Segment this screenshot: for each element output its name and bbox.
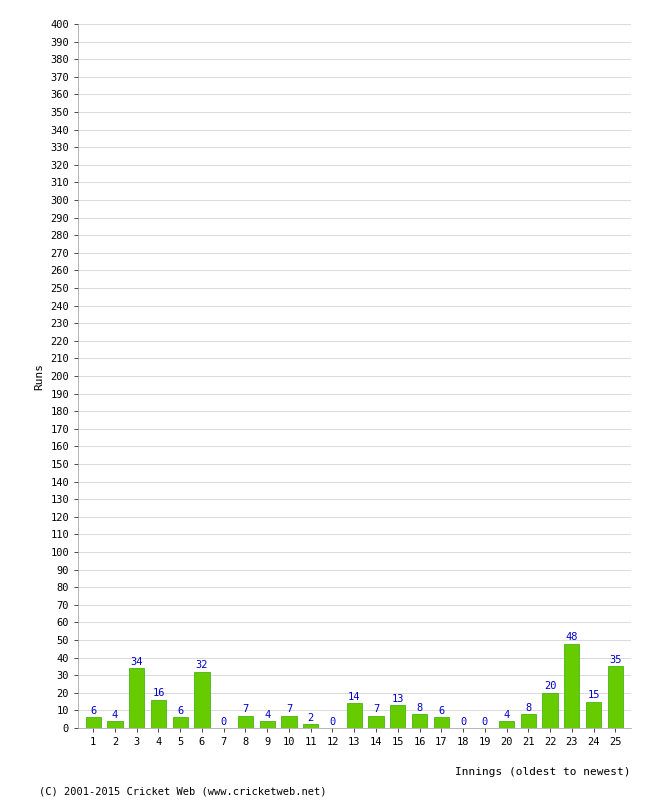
Bar [564,643,579,728]
Bar [107,721,123,728]
Bar [499,721,514,728]
Bar [129,668,144,728]
Bar [173,718,188,728]
Bar [542,693,558,728]
Text: 20: 20 [544,682,556,691]
Text: (C) 2001-2015 Cricket Web (www.cricketweb.net): (C) 2001-2015 Cricket Web (www.cricketwe… [39,786,326,796]
Text: 8: 8 [417,702,423,713]
Text: 6: 6 [438,706,445,716]
Text: 0: 0 [460,717,466,726]
Text: 16: 16 [152,689,164,698]
Text: 0: 0 [220,717,227,726]
Bar [521,714,536,728]
Text: 4: 4 [264,710,270,719]
Bar [238,716,253,728]
Bar [86,718,101,728]
Text: 35: 35 [609,655,621,665]
Text: 48: 48 [566,632,578,642]
Bar [434,718,449,728]
Y-axis label: Runs: Runs [34,362,45,390]
Text: 6: 6 [90,706,96,716]
Text: 32: 32 [196,660,208,670]
Text: 0: 0 [330,717,335,726]
Text: 13: 13 [391,694,404,704]
Bar [281,716,296,728]
Bar [586,702,601,728]
Text: 6: 6 [177,706,183,716]
Bar [194,672,209,728]
Bar [346,703,362,728]
Text: 4: 4 [503,710,510,719]
Text: 7: 7 [286,704,292,714]
Bar [412,714,427,728]
Text: Innings (oldest to newest): Innings (oldest to newest) [455,766,630,777]
Bar [303,725,318,728]
Text: 0: 0 [482,717,488,726]
Text: 4: 4 [112,710,118,719]
Text: 14: 14 [348,692,361,702]
Text: 34: 34 [131,657,143,666]
Bar [369,716,383,728]
Text: 2: 2 [307,713,314,723]
Bar [390,705,406,728]
Text: 7: 7 [373,704,379,714]
Bar [608,666,623,728]
Bar [259,721,275,728]
Bar [151,700,166,728]
Text: 8: 8 [525,702,532,713]
Text: 7: 7 [242,704,248,714]
Text: 15: 15 [587,690,600,700]
